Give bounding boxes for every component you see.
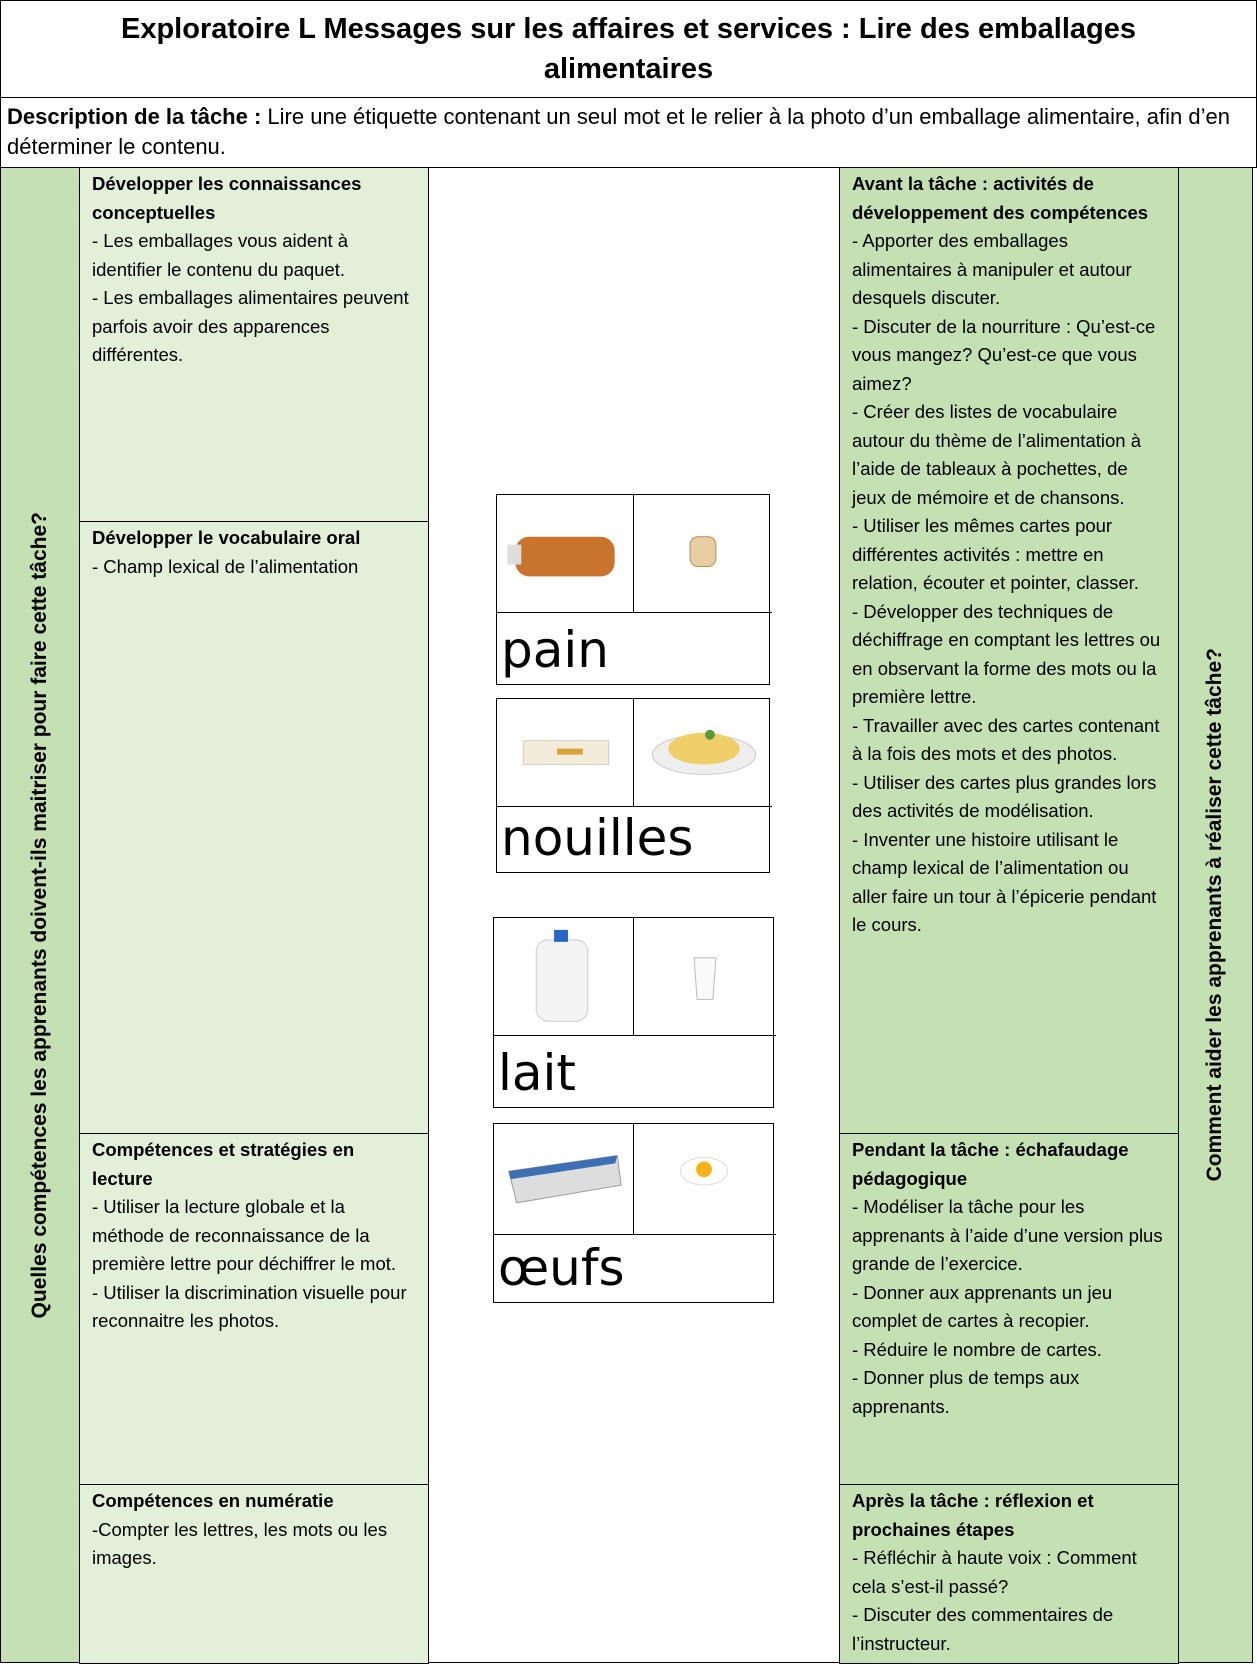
bread-package-photo xyxy=(497,536,634,614)
card-word: nouilles xyxy=(501,809,694,867)
card-word: œufs xyxy=(498,1239,625,1297)
section-cell: Développer les connaissances conceptuell… xyxy=(79,167,429,522)
section-cell: Compétences et stratégies en lecture - Ut… xyxy=(79,1133,429,1485)
milk-jug-photo xyxy=(494,929,634,1037)
section-title: Développer le vocabulaire oral xyxy=(92,527,361,548)
section-item: - Les emballages vous aident à identifie… xyxy=(92,230,349,280)
section-title: Pendant la tâche : échafaudage pédagogiq… xyxy=(852,1139,1129,1189)
section-title: Développer les connaissances conceptuell… xyxy=(92,173,362,223)
section-title: Avant la tâche : activités de développem… xyxy=(852,173,1149,223)
section-item: - Créer des listes de vocabulaire autour… xyxy=(852,401,1141,508)
section-item: - Utiliser la discrimination visuelle po… xyxy=(92,1281,407,1332)
right-heading: Comment aider les apprenants à réaliser … xyxy=(1203,648,1226,1182)
section-title: Compétences en numératie xyxy=(92,1490,334,1511)
section-item: - Utiliser les mêmes cartes pour différe… xyxy=(852,515,1139,593)
section-item: - Réfléchir à haute voix : Comment cela … xyxy=(852,1547,1137,1597)
section-item: - Modéliser la tâche pour les apprenants… xyxy=(852,1196,1163,1274)
section-cell: Pendant la tâche : échafaudage pédagogiq… xyxy=(839,1133,1179,1485)
section-item: - Travailler avec des cartes contenant à… xyxy=(852,714,1160,765)
egg-carton-photo xyxy=(494,1154,634,1236)
section-item: - Les emballages alimentaires peuvent pa… xyxy=(92,287,409,365)
card-word: pain xyxy=(501,621,609,679)
description: Description de la tâche : Lire une étiqu… xyxy=(0,97,1257,168)
description-text: Lire une étiquette contenant un seul mot… xyxy=(7,104,1230,159)
section-cell: Développer le vocabulaire oral - Champ le… xyxy=(79,521,429,1134)
card: nouilles xyxy=(496,698,772,873)
description-label: Description de la tâche : xyxy=(7,104,262,129)
section-title: Compétences et stratégies en lecture xyxy=(92,1139,355,1189)
section-cell: Après la tâche : réflexion et prochaines… xyxy=(839,1484,1179,1664)
section-item: - Discuter de la nourriture : Qu’est-ce … xyxy=(852,315,1156,394)
section-item: - Donner plus de temps aux apprenants. xyxy=(852,1367,1080,1417)
pasta-photo xyxy=(633,699,772,808)
section-item: - Discuter des commentaires de l’instruc… xyxy=(852,1604,1114,1654)
card: œufs xyxy=(493,1123,776,1303)
milk-glass-photo xyxy=(633,918,776,1037)
left-heading: Quelles compétences les apprenants doive… xyxy=(28,511,51,1319)
section-cell: Avant la tâche : activités de développem… xyxy=(839,167,1179,1134)
fried-egg-photo xyxy=(633,1124,776,1236)
section-item: - Utiliser des cartes plus grandes lors … xyxy=(852,771,1157,822)
bread-slice-photo xyxy=(633,495,772,614)
card: lait xyxy=(493,917,776,1108)
title: Exploratoire L Messages sur les affaires… xyxy=(0,0,1257,98)
section-item: - Inventer une histoire utilisant le cha… xyxy=(852,828,1157,936)
card-word: lait xyxy=(498,1044,577,1102)
left-heading-cell: Quelles compétences les apprenants doive… xyxy=(0,167,80,1663)
section-cell: Compétences en numératie -Compter les let… xyxy=(79,1484,429,1664)
card: pain xyxy=(496,494,772,685)
section-item: -Compter les lettres, les mots ou les im… xyxy=(92,1518,388,1569)
section-item: - Réduire le nombre de cartes. xyxy=(852,1338,1102,1360)
section-item: - Champ lexical de l’alimentation xyxy=(92,555,359,577)
section-item: - Utiliser la lecture globale et la méth… xyxy=(92,1196,397,1274)
right-heading-cell: Comment aider les apprenants à réaliser … xyxy=(1177,167,1253,1663)
section-item: - Donner aux apprenants un jeu complet d… xyxy=(852,1281,1113,1332)
section-item: - Apporter des emballages alimentaires à… xyxy=(852,230,1132,308)
pasta-box-photo xyxy=(497,740,634,808)
section-title: Après la tâche : réflexion et prochaines… xyxy=(852,1490,1094,1540)
section-item: - Développer des techniques de déchiffra… xyxy=(852,600,1161,708)
